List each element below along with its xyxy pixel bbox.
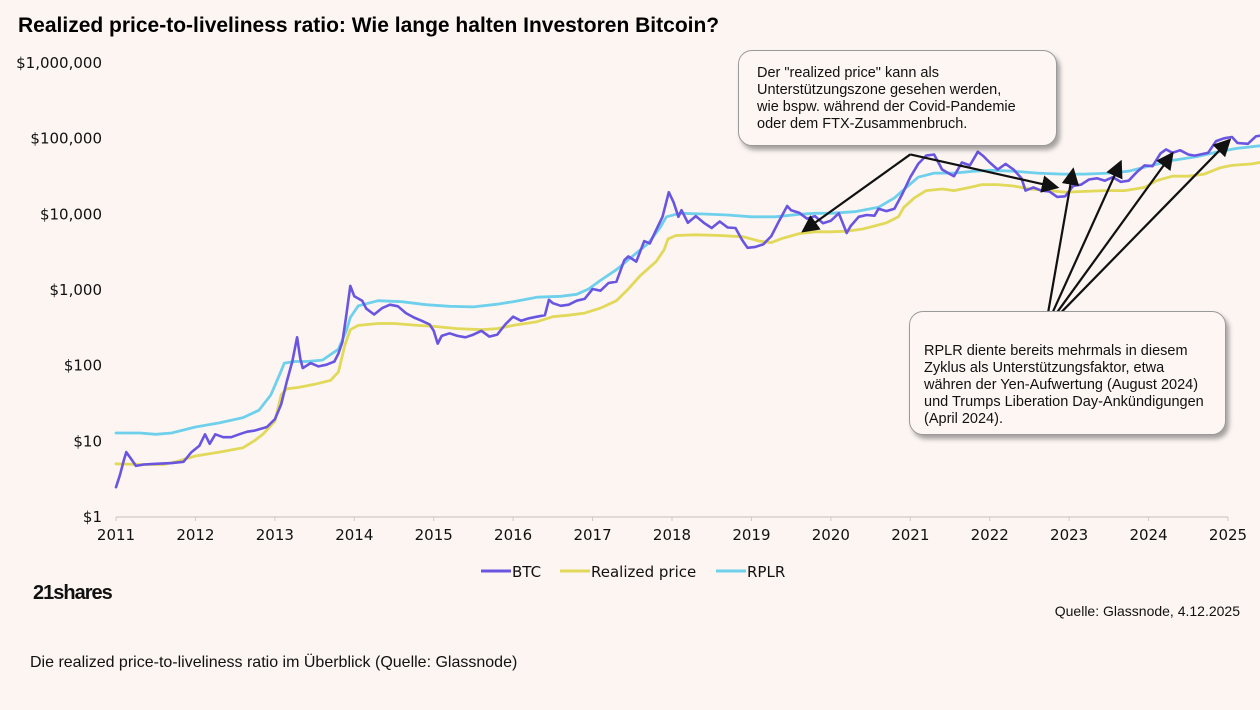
y-axis: $1 $10 $100 $1,000 $10,000 $100,000 $1,000,000 xyxy=(16,54,102,526)
callout-rplr: RPLR diente bereits mehrmals in diesem Z… xyxy=(909,311,1226,435)
y-tick-label: $100,000 xyxy=(30,130,102,148)
annotation-arrow-realized xyxy=(801,153,911,233)
legend-label: BTC xyxy=(512,563,541,581)
x-tick-label: 2021 xyxy=(891,526,929,544)
annotation-arrow-rplr xyxy=(1044,151,1174,330)
callout-rplr-text: RPLR diente bereits mehrmals in diesem Z… xyxy=(924,343,1204,427)
x-tick-label: 2024 xyxy=(1129,526,1167,544)
y-tick-label: $1,000 xyxy=(50,281,103,299)
x-tick-label: 2019 xyxy=(732,526,770,544)
callout-realized-price: Der "realized price" kann als Unterstütz… xyxy=(738,50,1057,146)
y-tick-label: $10 xyxy=(73,432,102,450)
x-tick-label: 2017 xyxy=(573,526,611,544)
legend-label: Realized price xyxy=(591,563,696,581)
x-tick-label: 2016 xyxy=(494,526,532,544)
x-tick-label: 2025 xyxy=(1209,526,1247,544)
chart-title: Realized price-to-liveliness ratio: Wie … xyxy=(18,14,720,37)
x-tick-label: 2018 xyxy=(653,526,691,544)
x-tick-label: 2011 xyxy=(97,526,135,544)
annotation-arrows xyxy=(801,138,1232,330)
series-line-btc xyxy=(114,134,1260,489)
x-tick-label: 2022 xyxy=(971,526,1009,544)
y-tick-label: $100 xyxy=(64,357,102,375)
x-tick-label: 2012 xyxy=(176,526,214,544)
legend-label: RPLR xyxy=(747,563,785,581)
annotation-arrow-rplr xyxy=(1044,138,1232,330)
x-tick-label: 2013 xyxy=(256,526,294,544)
annotation-arrow-rplr xyxy=(1044,159,1123,330)
series-line-realized-price xyxy=(114,161,1260,466)
x-tick-label: 2014 xyxy=(335,526,373,544)
y-tick-label: $10,000 xyxy=(40,205,102,223)
y-tick-label: $1,000,000 xyxy=(16,54,102,72)
x-axis: 2011 2012 2013 2014 2015 2016 2017 2018 2019 2020… xyxy=(97,516,1247,544)
legend: BTC Realized price RPLR xyxy=(481,563,785,581)
annotation-arrow-realized xyxy=(910,153,1060,193)
x-tick-label: 2020 xyxy=(812,526,850,544)
figure-caption: Die realized price-to-liveliness ratio i… xyxy=(30,654,518,671)
x-tick-label: 2015 xyxy=(415,526,453,544)
source-note: Quelle: Glassnode, 4.12.2025 xyxy=(1054,603,1240,619)
x-tick-label: 2023 xyxy=(1050,526,1088,544)
y-tick-label: $1 xyxy=(83,508,102,526)
21shares-logo: 21shares xyxy=(33,582,113,604)
annotation-arrow-rplr xyxy=(1044,167,1080,329)
